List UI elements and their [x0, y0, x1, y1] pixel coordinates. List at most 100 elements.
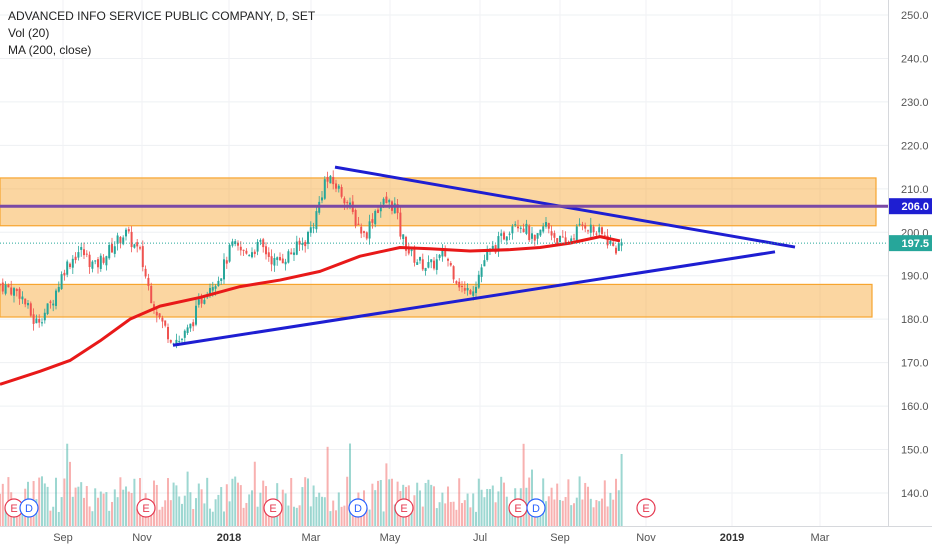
volume-bar	[416, 482, 419, 526]
candle-body	[606, 235, 609, 246]
volume-bar	[259, 492, 262, 526]
volume-bar	[508, 507, 511, 526]
dividend-marker	[19, 498, 39, 518]
candle-body	[295, 241, 298, 255]
candle-body	[522, 228, 525, 233]
volume-bar	[617, 490, 620, 526]
volume-bar	[477, 478, 480, 526]
ma-indicator-label[interactable]: MA (200, close)	[8, 43, 92, 57]
candlesticks	[0, 170, 623, 349]
candle-body	[531, 233, 533, 239]
volume-bar	[312, 485, 315, 526]
candle-body	[293, 252, 295, 255]
symbol-title[interactable]: ADVANCED INFO SERVICE PUBLIC COMPANY, D,…	[8, 9, 316, 23]
price-tags: 206.0 197.5	[889, 198, 932, 252]
volume-bar	[475, 511, 477, 526]
candle-body	[189, 323, 192, 329]
candle-body	[581, 224, 584, 226]
candle-body	[564, 237, 567, 243]
candle-body	[60, 274, 63, 290]
volume-bar	[447, 486, 449, 526]
volume-indicator-label[interactable]: Vol (20)	[8, 26, 50, 40]
volume-bar	[343, 505, 346, 526]
candle-body	[127, 229, 130, 232]
candle-body	[410, 249, 413, 252]
volume-bar	[119, 477, 122, 526]
candle-body	[69, 263, 71, 268]
volume-bar	[584, 482, 587, 526]
volume-bar	[94, 488, 97, 526]
candle-body	[4, 284, 7, 294]
earnings-marker	[636, 498, 656, 518]
event-marker-label: D	[532, 503, 540, 515]
candle-body	[455, 281, 458, 284]
volume-bar	[223, 511, 225, 526]
volume-bar	[441, 492, 444, 526]
volume-bar	[368, 509, 371, 526]
candle-body	[71, 258, 74, 268]
candle-body	[228, 244, 231, 262]
volume-bar	[539, 511, 542, 526]
volume-bar	[130, 493, 133, 526]
candle-body	[346, 202, 349, 204]
candle-body	[550, 231, 553, 236]
candle-body	[164, 320, 167, 326]
volume-bar	[195, 498, 197, 526]
candle-body	[592, 226, 595, 233]
volume-bar	[601, 498, 603, 526]
candle-body	[150, 285, 153, 304]
candle-body	[256, 241, 259, 252]
dividend-marker	[526, 498, 546, 518]
volume-bar	[321, 496, 323, 526]
volume-bar	[164, 500, 167, 526]
volume-bar	[197, 483, 200, 526]
volume-bar	[161, 506, 164, 526]
y-tick-label: 170.0	[901, 358, 929, 370]
volume-bar	[102, 493, 105, 526]
volume-bar	[209, 508, 211, 526]
candle-body	[136, 242, 139, 247]
volume-bar	[60, 497, 63, 526]
volume-bar	[612, 499, 615, 526]
volume-bar	[175, 485, 178, 526]
volume-bar	[469, 507, 472, 526]
candle-body	[153, 304, 155, 310]
candle-body	[472, 291, 475, 296]
event-marker-label: E	[400, 503, 407, 515]
candle-body	[486, 251, 489, 260]
candle-body	[52, 303, 55, 306]
x-tick-label: Sep	[550, 532, 570, 544]
candle-body	[77, 252, 80, 258]
candle-body	[7, 284, 10, 288]
candle-body	[80, 247, 83, 250]
volume-bar	[189, 492, 192, 526]
candle-body	[113, 246, 116, 254]
volume-bar	[377, 480, 379, 526]
candle-body	[528, 225, 531, 241]
candle-body	[248, 255, 251, 257]
candle-body	[556, 238, 559, 244]
volume-bar	[147, 508, 150, 526]
candle-body	[430, 259, 433, 263]
candle-body	[458, 281, 461, 288]
volume-bar	[211, 511, 214, 526]
candle-body	[181, 338, 183, 340]
candle-body	[542, 226, 545, 232]
candle-body	[340, 187, 343, 197]
volume-bar	[256, 506, 259, 526]
price-tag-label: 206.0	[901, 201, 929, 213]
volume-bar	[183, 495, 186, 526]
candle-body	[511, 226, 514, 234]
volume-bar	[561, 500, 564, 526]
volume-bar	[192, 508, 195, 526]
volume-bar	[4, 506, 7, 526]
candle-body	[178, 341, 181, 343]
volume-bar	[438, 502, 441, 526]
candle-body	[265, 246, 267, 255]
candle-body	[368, 221, 371, 239]
candle-body	[595, 233, 598, 235]
candle-body	[505, 236, 508, 241]
volume-bar	[435, 508, 438, 526]
